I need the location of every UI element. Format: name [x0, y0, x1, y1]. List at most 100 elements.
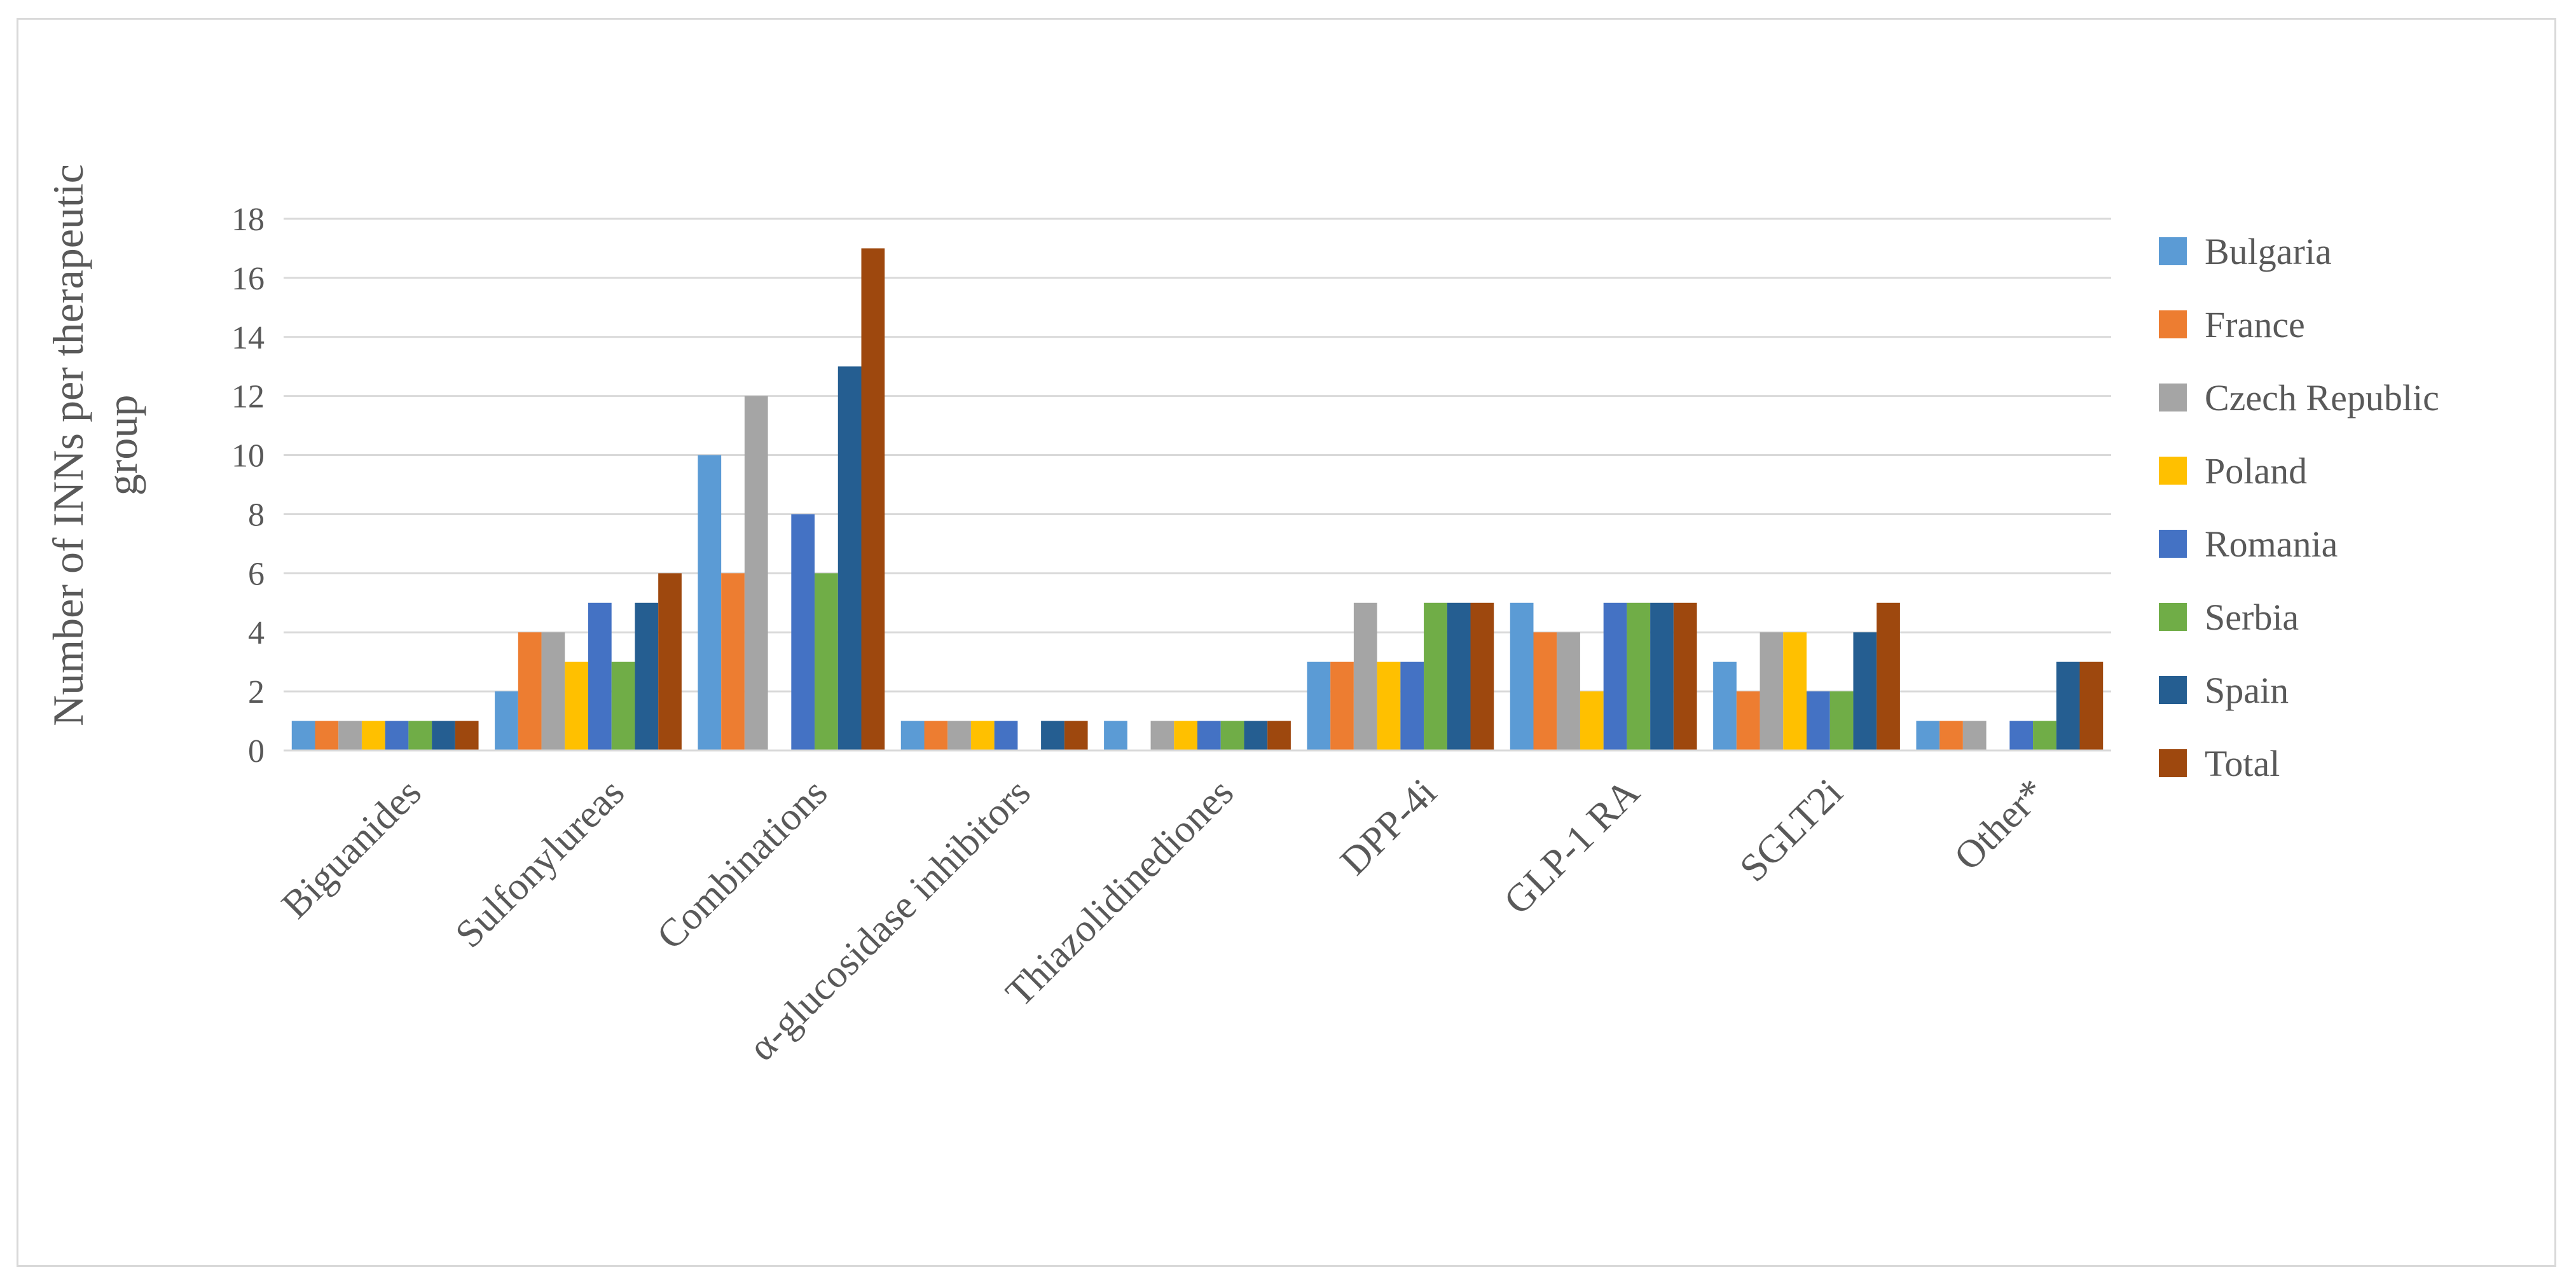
- bar-bulgaria: [1510, 602, 1534, 750]
- legend-label: Serbia: [2205, 597, 2299, 638]
- bar-france: [315, 721, 339, 750]
- legend-swatch: [2159, 457, 2187, 485]
- bar-poland: [1377, 661, 1401, 750]
- bar-spain: [2056, 661, 2080, 750]
- x-axis-category-labels: Biguanides Sulfonylureas Combinationsα-glu…: [273, 771, 2054, 1069]
- bar-czech-republic: [1760, 632, 1784, 750]
- bar-serbia: [408, 721, 432, 750]
- legend-label: Bulgaria: [2205, 231, 2332, 272]
- legend-label: France: [2205, 304, 2305, 345]
- bar-czech-republic: [541, 632, 565, 750]
- bar-romania: [1807, 691, 1830, 750]
- bar-bulgaria: [1307, 661, 1331, 750]
- bar-czech-republic: [1353, 602, 1377, 750]
- bar-spain: [635, 602, 659, 750]
- bar-czech-republic: [744, 396, 768, 750]
- bar-serbia: [1829, 691, 1854, 750]
- x-category-label: DPP-4i: [1332, 771, 1445, 883]
- bar-spain: [1853, 632, 1877, 750]
- bar-serbia: [1627, 602, 1651, 750]
- bar-romania: [1197, 721, 1221, 750]
- bar-czech-republic: [1962, 721, 1987, 750]
- legend-label: Spain: [2205, 670, 2289, 711]
- bar-total: [1673, 602, 1697, 750]
- y-tick-label: 8: [248, 497, 265, 533]
- x-category-label: Other*: [1946, 771, 2054, 879]
- bar-romania: [994, 721, 1018, 750]
- x-category-label: Sulfonylureas: [447, 771, 633, 957]
- bar-total: [1877, 602, 1900, 750]
- bar-czech-republic: [947, 721, 971, 750]
- bar-total: [455, 721, 479, 750]
- bar-france: [1736, 691, 1760, 750]
- x-category-label: Biguanides: [273, 771, 429, 927]
- bar-france: [1939, 721, 1963, 750]
- bar-spain: [837, 366, 862, 750]
- legend-swatch: [2159, 384, 2187, 411]
- legend-swatch: [2159, 749, 2187, 777]
- bar-bulgaria: [1713, 661, 1737, 750]
- bar-spain: [1447, 602, 1471, 750]
- bar-bulgaria: [495, 691, 518, 750]
- bar-romania: [1400, 661, 1424, 750]
- bar-romania: [385, 721, 409, 750]
- y-axis-ticks: 0 2 4 6 8 10 12 14 16 18: [231, 202, 265, 770]
- legend-label: Czech Republic: [2205, 377, 2439, 418]
- legend: Bulgaria France Czech Republic Poland Romani…: [2159, 231, 2439, 784]
- bar-romania: [588, 602, 612, 750]
- x-category-label: GLP-1 RA: [1496, 771, 1648, 923]
- bar-total: [1470, 602, 1494, 750]
- y-tick-label: 4: [248, 615, 265, 651]
- x-category-label: Thiazolidinediones: [998, 771, 1242, 1015]
- bar-poland: [1783, 632, 1807, 750]
- chart-frame: [17, 18, 2556, 1267]
- bar-bulgaria: [900, 721, 925, 750]
- legend-swatch: [2159, 676, 2187, 704]
- bar-poland: [970, 721, 995, 750]
- bar-serbia: [815, 573, 838, 750]
- bar-serbia: [1220, 721, 1244, 750]
- bars: [291, 248, 2104, 750]
- y-tick-label: 0: [248, 733, 265, 770]
- bar-serbia: [2033, 721, 2056, 750]
- bar-total: [2079, 661, 2104, 750]
- y-tick-label: 14: [231, 320, 265, 356]
- bar-romania: [791, 514, 815, 750]
- y-tick-label: 12: [231, 379, 265, 415]
- bar-poland: [361, 721, 385, 750]
- bar-czech-republic: [1150, 721, 1174, 750]
- bar-czech-republic: [1557, 632, 1580, 750]
- bar-france: [1533, 632, 1557, 750]
- bar-bulgaria: [291, 721, 315, 750]
- legend-swatch: [2159, 603, 2187, 631]
- legend-swatch: [2159, 237, 2187, 265]
- bar-total: [658, 573, 682, 750]
- legend-label: Romania: [2205, 523, 2338, 565]
- bar-romania: [2009, 721, 2034, 750]
- x-category-label: Combinations: [649, 771, 836, 958]
- y-tick-label: 18: [231, 202, 265, 238]
- bar-france: [518, 632, 542, 750]
- legend-label: Total: [2205, 743, 2280, 784]
- bar-romania: [1603, 602, 1627, 750]
- bar-spain: [1244, 721, 1268, 750]
- bar-serbia: [611, 661, 635, 750]
- y-tick-label: 10: [231, 438, 265, 474]
- bar-bulgaria: [1916, 721, 1940, 750]
- bar-spain: [1041, 721, 1064, 750]
- bar-spain: [1650, 602, 1674, 750]
- legend-swatch: [2159, 530, 2187, 558]
- x-category-label: SGLT2i: [1732, 771, 1851, 890]
- bar-bulgaria: [698, 455, 722, 750]
- bar-poland: [565, 661, 588, 750]
- bar-bulgaria: [1104, 721, 1127, 750]
- y-tick-label: 6: [248, 556, 265, 592]
- bar-czech-republic: [338, 721, 362, 750]
- y-axis-title: Number of INNs per therapeutic: [44, 164, 92, 726]
- bar-poland: [1580, 691, 1604, 750]
- bar-total: [1267, 721, 1291, 750]
- bar-total: [861, 248, 885, 750]
- y-tick-label: 2: [248, 674, 265, 710]
- legend-label: Poland: [2205, 450, 2307, 492]
